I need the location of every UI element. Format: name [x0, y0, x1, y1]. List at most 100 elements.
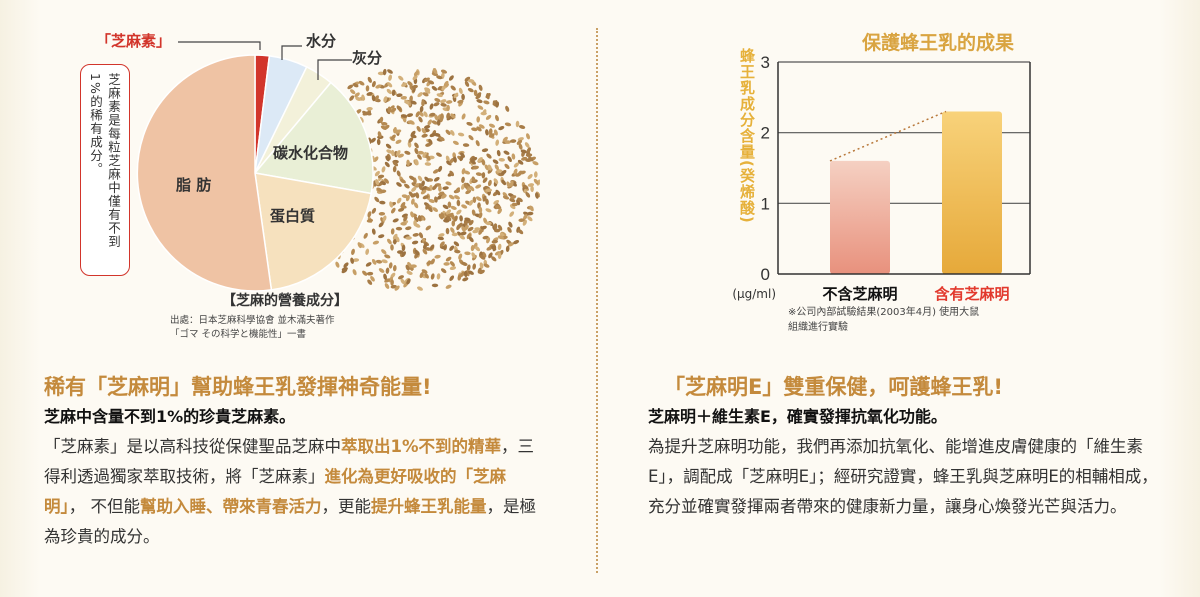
sesame-grain — [466, 121, 473, 126]
sesame-grain — [507, 242, 515, 247]
sesame-grain — [366, 106, 373, 111]
sesame-grain — [384, 254, 391, 259]
sesame-grain — [492, 100, 498, 106]
sesame-grain — [371, 80, 376, 88]
sesame-grain — [502, 136, 508, 142]
right-edge-shade — [1160, 0, 1200, 597]
sesame-grain — [450, 213, 455, 220]
sesame-grain — [527, 216, 533, 222]
sesame-grain — [372, 240, 380, 245]
sesame-grain — [463, 182, 468, 189]
sesame-grain — [367, 76, 372, 83]
sesame-grain — [414, 148, 419, 155]
sesame-grain — [445, 256, 452, 262]
sesame-grain — [422, 248, 428, 255]
sesame-grain — [425, 203, 430, 210]
sesame-grain — [417, 286, 423, 291]
sesame-grain — [438, 185, 442, 192]
sesame-grain — [434, 98, 441, 103]
sesame-grain — [501, 179, 507, 186]
sesame-grain — [467, 79, 475, 83]
sesame-grain — [472, 165, 479, 170]
figure-source: 出處：日本芝麻科學協會 並木滿夫著作 「ゴマ その科学と機能性」一書 — [170, 314, 400, 342]
sesame-grain — [458, 87, 463, 95]
left-body-text: 「芝麻素」是以高科技從保健聖品芝麻中萃取出1%不到的精華，三得利透過獨家萃取技術… — [44, 432, 544, 552]
sesame-grain — [422, 92, 429, 97]
sesame-grain — [459, 234, 466, 240]
sesame-grain — [445, 181, 452, 186]
sesame-grain — [449, 261, 455, 267]
sesame-grain — [485, 198, 489, 205]
bar-without-sesamin — [830, 160, 890, 274]
sesame-grain — [421, 128, 427, 134]
sesame-grain — [455, 187, 461, 193]
sesame-grain — [392, 218, 399, 223]
sesame-grain — [417, 154, 422, 160]
sesame-grain — [461, 93, 465, 101]
sesame-grain — [476, 126, 482, 132]
sesame-grain — [428, 80, 435, 85]
sesame-grain — [470, 244, 475, 252]
sesame-grain — [386, 88, 392, 95]
sesamin-note-line-2: 1%的稀有成分。 — [88, 73, 103, 176]
left-body-part-3: ， 不但能 — [68, 497, 140, 516]
sesame-grain — [378, 211, 386, 216]
sesame-grain — [516, 139, 523, 145]
protein-slice — [254, 172, 373, 291]
left-subheading: 芝麻中含量不到1%的珍貴芝麻素。 — [44, 407, 296, 426]
chart-y-axis-label: 蜂王乳成分含量(癸烯酸) — [738, 48, 756, 224]
sesame-grain — [400, 221, 407, 226]
sesame-grain — [381, 249, 387, 255]
sesame-grain — [472, 263, 477, 270]
sesame-grain — [447, 201, 452, 208]
sesame-grain — [504, 140, 511, 144]
sesame-grain — [462, 143, 470, 147]
sesamin-label: 「芝麻素」 — [96, 32, 172, 50]
sesame-grain — [424, 272, 429, 279]
sesame-grain — [467, 226, 474, 232]
sesame-grain — [525, 158, 532, 162]
sesame-grain — [374, 170, 380, 177]
sesame-grain — [443, 218, 450, 223]
sesame-grain — [492, 159, 499, 164]
sesame-grain — [497, 243, 502, 251]
sesame-grain — [384, 161, 390, 168]
sesame-grain — [396, 170, 401, 177]
sesame-grain — [511, 202, 518, 207]
sesame-grain — [525, 153, 533, 157]
sesame-grain — [529, 205, 534, 212]
sesame-grain — [366, 271, 374, 276]
sesame-grain — [459, 155, 464, 162]
sesame-grain — [478, 206, 483, 214]
leader-line — [281, 45, 302, 60]
sesame-grain — [442, 186, 449, 190]
sesame-grain — [427, 119, 432, 126]
right-subheading: 芝麻明＋維生素E，確實發揮抗氧化功能。 — [648, 407, 947, 426]
sesame-grain — [491, 245, 497, 251]
sesame-grain — [515, 120, 520, 128]
sesame-grain — [503, 150, 510, 155]
sesame-grain — [483, 263, 490, 268]
sesame-grain — [509, 198, 516, 203]
sesame-grain — [511, 153, 516, 160]
sesame-grain — [405, 236, 412, 240]
sesame-grain — [442, 204, 449, 210]
sesame-grain — [464, 251, 471, 256]
sesame-grain — [462, 277, 469, 282]
sesamin-note-line-1: 芝麻素是每粒芝麻中僅有不到 — [106, 73, 121, 249]
sesame-grain — [509, 211, 515, 217]
sesame-grain — [409, 175, 415, 181]
sesame-grain — [377, 174, 385, 179]
sesame-grain — [343, 262, 349, 268]
sesame-grain — [497, 252, 502, 259]
sesame-grain — [436, 93, 443, 98]
sesame-grain — [388, 262, 393, 269]
left-body-part-5: ，是極為珍貴的成分。 — [44, 497, 536, 546]
sesame-grain — [396, 93, 403, 98]
sesame-grain — [398, 75, 404, 81]
sesame-grain — [406, 270, 413, 275]
sesame-grain — [352, 258, 360, 262]
sesame-grain — [532, 161, 539, 166]
sesame-grain — [392, 265, 397, 272]
sesame-grain — [434, 133, 441, 137]
